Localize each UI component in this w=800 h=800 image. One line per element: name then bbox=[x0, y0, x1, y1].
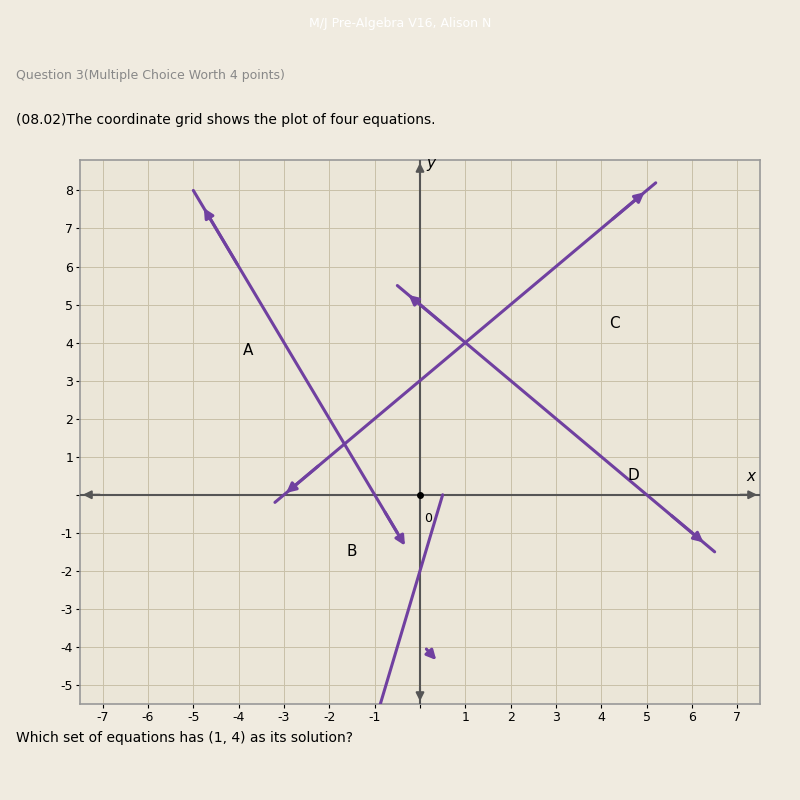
Text: Which set of equations has (1, 4) as its solution?: Which set of equations has (1, 4) as its… bbox=[16, 730, 353, 745]
Text: M/J Pre-Algebra V16, Alison N: M/J Pre-Algebra V16, Alison N bbox=[309, 18, 491, 30]
Text: y: y bbox=[427, 156, 436, 170]
Text: 0: 0 bbox=[424, 512, 432, 525]
Text: A: A bbox=[242, 342, 253, 358]
Text: B: B bbox=[346, 544, 358, 559]
Text: D: D bbox=[627, 468, 639, 483]
Text: Question 3(Multiple Choice Worth 4 points): Question 3(Multiple Choice Worth 4 point… bbox=[16, 70, 285, 82]
Text: x: x bbox=[746, 470, 755, 485]
Text: (08.02)The coordinate grid shows the plot of four equations.: (08.02)The coordinate grid shows the plo… bbox=[16, 113, 435, 127]
Text: C: C bbox=[610, 316, 620, 331]
